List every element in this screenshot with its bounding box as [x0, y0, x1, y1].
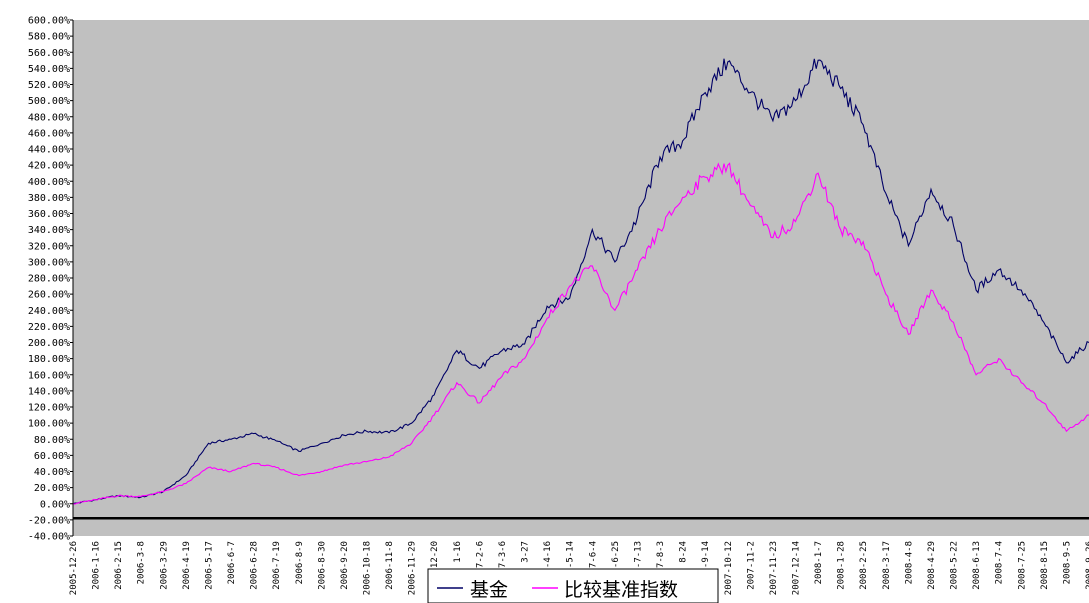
y-tick-label: 120.00% — [28, 403, 70, 414]
y-tick-label: 340.00% — [28, 225, 70, 236]
y-tick-label: 480.00% — [28, 112, 70, 123]
x-tick-label: 2006-2-15 — [114, 541, 124, 590]
x-tick-label: 2006-1-16 — [92, 541, 102, 590]
x-tick-label: 2006-6-7 — [227, 541, 237, 584]
x-axis: 2005-12-26 2006-1-16 2006-2-15 2006-3-8 2006… — [69, 541, 1089, 595]
y-tick-label: 540.00% — [28, 64, 70, 75]
x-tick-label: 2006-11-29 — [408, 541, 418, 595]
y-tick-label: 0.00% — [40, 499, 70, 510]
y-tick-label: 180.00% — [28, 354, 70, 365]
x-tick-label: 2008-3-17 — [882, 541, 892, 590]
x-tick-label: 2008-5-22 — [950, 541, 960, 590]
x-tick-label: 2008-4-8 — [904, 541, 914, 584]
x-tick-label: 2006-5-17 — [204, 541, 214, 590]
y-tick-label: 320.00% — [28, 241, 70, 252]
x-tick-label: 12-20 — [430, 541, 440, 568]
x-tick-label: -6-25 — [611, 541, 621, 568]
series-line-1 — [72, 162, 1089, 505]
plot-area — [72, 20, 1089, 536]
y-tick-label: 80.00% — [34, 435, 70, 446]
x-tick-label: 2006-11-8 — [385, 541, 395, 590]
x-tick-label: 2006-9-20 — [340, 541, 350, 590]
x-tick-label: 2006-8-9 — [295, 541, 305, 584]
x-tick-label: 2006-7-19 — [272, 541, 282, 590]
x-tick-label: 8-24 — [679, 541, 689, 563]
x-tick-label: -9-14 — [701, 541, 711, 568]
y-tick-label: 460.00% — [28, 128, 70, 139]
y-tick-label: 440.00% — [28, 145, 70, 156]
y-tick-label: 220.00% — [28, 322, 70, 333]
y-tick-label: 240.00% — [28, 306, 70, 317]
x-tick-label: 2006-10-18 — [363, 541, 373, 595]
x-tick-label: 2007-11-2 — [746, 541, 756, 590]
series-line-0 — [72, 58, 1089, 505]
x-tick-label: 2007-11-23 — [769, 541, 779, 595]
x-tick-label: 7-8-3 — [656, 541, 666, 568]
x-tick-label: 7-4-16 — [543, 541, 553, 574]
x-tick-label: 2008-9-26 — [1085, 541, 1089, 590]
x-tick-label: 2008-2-25 — [859, 541, 869, 590]
x-tick-label: 2006-8-30 — [317, 541, 327, 590]
x-tick-label: 2008-8-15 — [1040, 541, 1050, 590]
x-tick-label: -5-14 — [566, 541, 576, 568]
x-tick-label: 2008-9-5 — [1062, 541, 1072, 584]
y-tick-label: -40.00% — [28, 532, 70, 543]
y-tick-label: 400.00% — [28, 177, 70, 188]
y-tick-label: 40.00% — [34, 467, 70, 478]
y-tick-label: 560.00% — [28, 48, 70, 59]
legend: 基金 比较基准指数 — [427, 568, 719, 603]
x-tick-label: 2006-4-19 — [182, 541, 192, 590]
x-tick-label: 2008-6-13 — [972, 541, 982, 590]
y-tick-label: 500.00% — [28, 96, 70, 107]
plot-background — [73, 20, 1089, 536]
y-axis: 600.00% 580.00% 560.00% 540.00% 520.00% 500.0… — [28, 16, 74, 543]
y-tick-label: 420.00% — [28, 161, 70, 172]
x-tick-label: 2006-3-29 — [159, 541, 169, 590]
y-tick-label: 520.00% — [28, 80, 70, 91]
x-tick-label: 1-16 — [453, 541, 463, 563]
y-tick-label: 20.00% — [34, 483, 70, 494]
x-tick-label: 2006-6-28 — [250, 541, 260, 590]
x-tick-label: 2008-7-4 — [995, 541, 1005, 584]
legend-label-fund: 基金 — [470, 579, 508, 601]
y-tick-label: 100.00% — [28, 419, 70, 430]
y-tick-label: 280.00% — [28, 274, 70, 285]
y-tick-label: 580.00% — [28, 32, 70, 43]
y-tick-label: -20.00% — [28, 515, 70, 526]
y-tick-label: 380.00% — [28, 193, 70, 204]
x-tick-label: 7-6-4 — [588, 541, 598, 568]
x-tick-label: 7-2-6 — [475, 541, 485, 568]
y-tick-label: 300.00% — [28, 257, 70, 268]
x-tick-label: 2008-1-28 — [837, 541, 847, 590]
x-tick-label: 2008-1-7 — [814, 541, 824, 584]
y-tick-label: 140.00% — [28, 386, 70, 397]
y-tick-label: 160.00% — [28, 370, 70, 381]
y-tick-label: 60.00% — [34, 451, 70, 462]
x-tick-label: 7-3-6 — [498, 541, 508, 568]
x-tick-label: 2007-10-12 — [724, 541, 734, 595]
x-tick-label: 2005-12-26 — [69, 541, 79, 595]
legend-label-benchmark: 比较基准指数 — [564, 579, 678, 601]
y-tick-label: 360.00% — [28, 209, 70, 220]
x-tick-label: 2007-12-14 — [791, 541, 801, 595]
y-tick-label: 260.00% — [28, 290, 70, 301]
x-tick-label: 2008-7-25 — [1017, 541, 1027, 590]
x-tick-label: 2006-3-8 — [137, 541, 147, 584]
y-tick-label: 200.00% — [28, 338, 70, 349]
legend-box — [427, 568, 719, 603]
x-tick-label: 3-27 — [521, 541, 531, 563]
x-tick-label: 2008-4-29 — [927, 541, 937, 590]
y-tick-label: 600.00% — [28, 16, 70, 27]
x-tick-label: 7-7-13 — [633, 541, 643, 574]
